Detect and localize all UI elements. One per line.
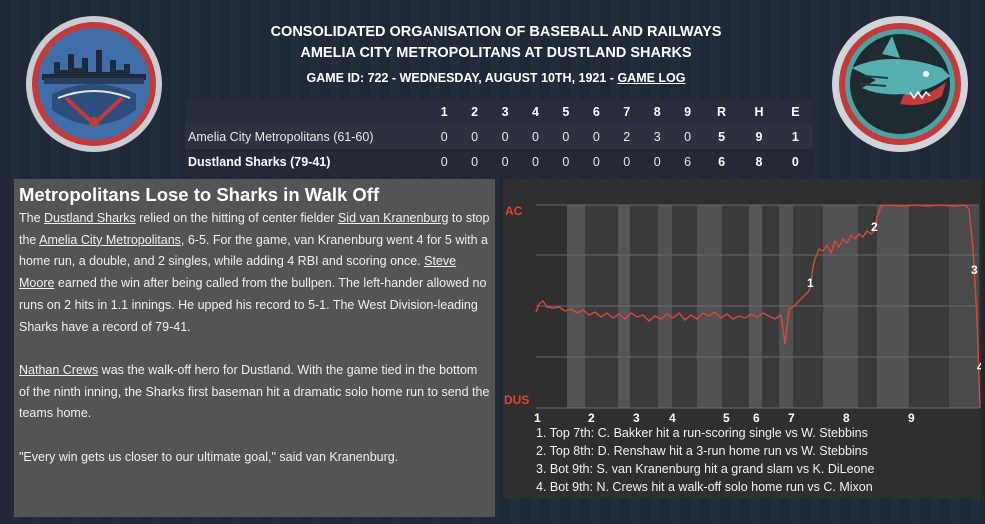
box-score-header: 1 2 3 4 5 6 7 8 9 R H E	[185, 100, 813, 124]
box-header-inning: 2	[459, 100, 490, 124]
box-header-team	[185, 100, 429, 124]
matchup-title: AMELIA CITY METROPOLITANS AT DUSTLAND SH…	[300, 45, 692, 61]
game-log-link[interactable]: GAME LOG	[617, 71, 686, 85]
away-team-name[interactable]: Amelia City Metropolitans (61-60)	[185, 124, 429, 149]
event-marker: 3	[971, 263, 978, 277]
x-tick-label: 8	[843, 411, 850, 424]
inning-score: 0	[429, 149, 460, 174]
box-header-inning: 5	[550, 100, 582, 124]
event-marker: 1	[807, 276, 814, 290]
inning-score: 0	[489, 149, 521, 174]
inning-score: 0	[520, 124, 551, 149]
inning-score: 0	[611, 149, 642, 174]
story-headline: Metropolitans Lose to Sharks in Walk Off	[19, 184, 380, 205]
game-info-text: GAME ID: 722 - WEDNESDAY, AUGUST 10TH, 1…	[306, 71, 618, 85]
link-nathan-crews[interactable]: Nathan Crews	[19, 362, 99, 377]
y-label-top: AC	[505, 204, 523, 218]
box-header-inning: 1	[429, 100, 460, 124]
box-score-row-home: Dustland Sharks (79-41) 0 0 0 0 0 0 0 0 …	[185, 149, 813, 174]
game-story-panel: Metropolitans Lose to Sharks in Walk Off…	[14, 179, 495, 517]
win-probability-line	[535, 204, 981, 409]
inning-score: 2	[611, 124, 642, 149]
win-probability-svg: AC DUS 1 2 3 4 5 6 7 8 9 1 2 3 4	[504, 204, 981, 424]
inning-score: 0	[459, 149, 490, 174]
sharks-logo	[832, 16, 968, 152]
win-probability-chart: AC DUS 1 2 3 4 5 6 7 8 9 1 2 3 4	[503, 179, 981, 499]
x-ticks: 1 2 3 4 5 6 7 8 9	[534, 411, 915, 424]
event-marker: 2	[871, 220, 878, 234]
story-text: , 6-5. For the game, van Kranenburg went…	[19, 232, 489, 269]
home-hits: 8	[740, 149, 778, 174]
link-amelia-city-metropolitans[interactable]: Amelia City Metropolitans	[39, 232, 181, 247]
inning-score: 0	[550, 149, 582, 174]
inning-score: 0	[429, 124, 460, 149]
event-marker: 4	[977, 360, 981, 374]
story-paragraph-3: "Every win gets us closer to our ultimat…	[19, 449, 399, 464]
legend-item: 4. Bot 9th: N. Crews hit a walk-off solo…	[536, 480, 873, 494]
legend-item: 1. Top 7th: C. Bakker hit a run-scoring …	[536, 426, 868, 440]
inning-score: 0	[550, 124, 582, 149]
inning-score: 0	[520, 149, 551, 174]
inning-score: 0	[672, 124, 703, 149]
x-tick-label: 1	[534, 411, 541, 424]
metropolitans-logo	[26, 16, 162, 152]
legend-item: 3. Bot 9th: S. van Kranenburg hit a gran…	[536, 462, 875, 476]
box-header-inning: 4	[520, 100, 551, 124]
link-sid-van-kranenburg[interactable]: Sid van Kranenburg	[337, 211, 449, 225]
y-label-bottom: DUS	[504, 393, 529, 407]
box-header-hits: H	[740, 100, 778, 124]
inning-score: 0	[581, 149, 612, 174]
box-header-runs: R	[702, 100, 741, 124]
story-paragraph-2: Nathan Crews was the walk-off hero for D…	[19, 360, 490, 425]
event-markers: 1 2 3 4	[807, 220, 981, 374]
event-legend: 1. Top 7th: C. Bakker hit a run-scoring …	[536, 424, 874, 496]
x-tick-label: 9	[908, 411, 915, 424]
x-tick-label: 4	[669, 411, 676, 424]
story-text: relied on the hitting of center fielder	[135, 211, 338, 225]
x-tick-label: 7	[788, 411, 795, 424]
game-info: GAME ID: 722 - WEDNESDAY, AUGUST 10TH, 1…	[186, 68, 806, 88]
x-tick-label: 2	[588, 411, 595, 424]
link-dustland-sharks[interactable]: Dustland Sharks	[44, 211, 136, 225]
x-tick-label: 5	[723, 411, 730, 424]
story-text: earned the win after being called from t…	[19, 276, 487, 334]
inning-score: 0	[641, 149, 673, 174]
away-errors: 1	[777, 124, 813, 149]
box-score-table: 1 2 3 4 5 6 7 8 9 R H E Amelia City Metr…	[185, 100, 813, 174]
box-header-inning: 7	[611, 100, 642, 124]
box-header-errors: E	[777, 100, 813, 124]
inning-score: 0	[459, 124, 490, 149]
home-runs: 6	[702, 149, 741, 174]
inning-score: 3	[641, 124, 673, 149]
box-header-inning: 9	[672, 100, 703, 124]
box-header-inning: 3	[489, 100, 521, 124]
x-tick-label: 3	[633, 411, 640, 424]
inning-score: 6	[672, 149, 703, 174]
story-text: The	[19, 211, 45, 225]
box-header-inning: 8	[641, 100, 673, 124]
inning-score: 0	[581, 124, 612, 149]
away-hits: 9	[740, 124, 778, 149]
away-runs: 5	[702, 124, 741, 149]
x-tick-label: 6	[753, 411, 760, 424]
home-team-name[interactable]: Dustland Sharks (79-41)	[185, 149, 429, 174]
legend-item: 2. Top 8th: D. Renshaw hit a 3-run home …	[536, 444, 868, 458]
inning-score: 0	[489, 124, 521, 149]
league-name: CONSOLIDATED ORGANISATION OF BASEBALL AN…	[270, 24, 722, 40]
link-steve-moore[interactable]: Steve Moore	[19, 254, 457, 291]
box-score-row-away: Amelia City Metropolitans (61-60) 0 0 0 …	[185, 124, 813, 149]
home-errors: 0	[777, 149, 813, 174]
story-text: was the walk-off hero for Dustland. With…	[19, 362, 490, 421]
story-paragraph-1: The Dustland Sharks relied on the hittin…	[19, 208, 490, 338]
grid-lines	[536, 204, 979, 409]
story-text: to stop the	[19, 211, 490, 247]
box-header-inning: 6	[581, 100, 612, 124]
game-header: CONSOLIDATED ORGANISATION OF BASEBALL AN…	[186, 22, 806, 88]
